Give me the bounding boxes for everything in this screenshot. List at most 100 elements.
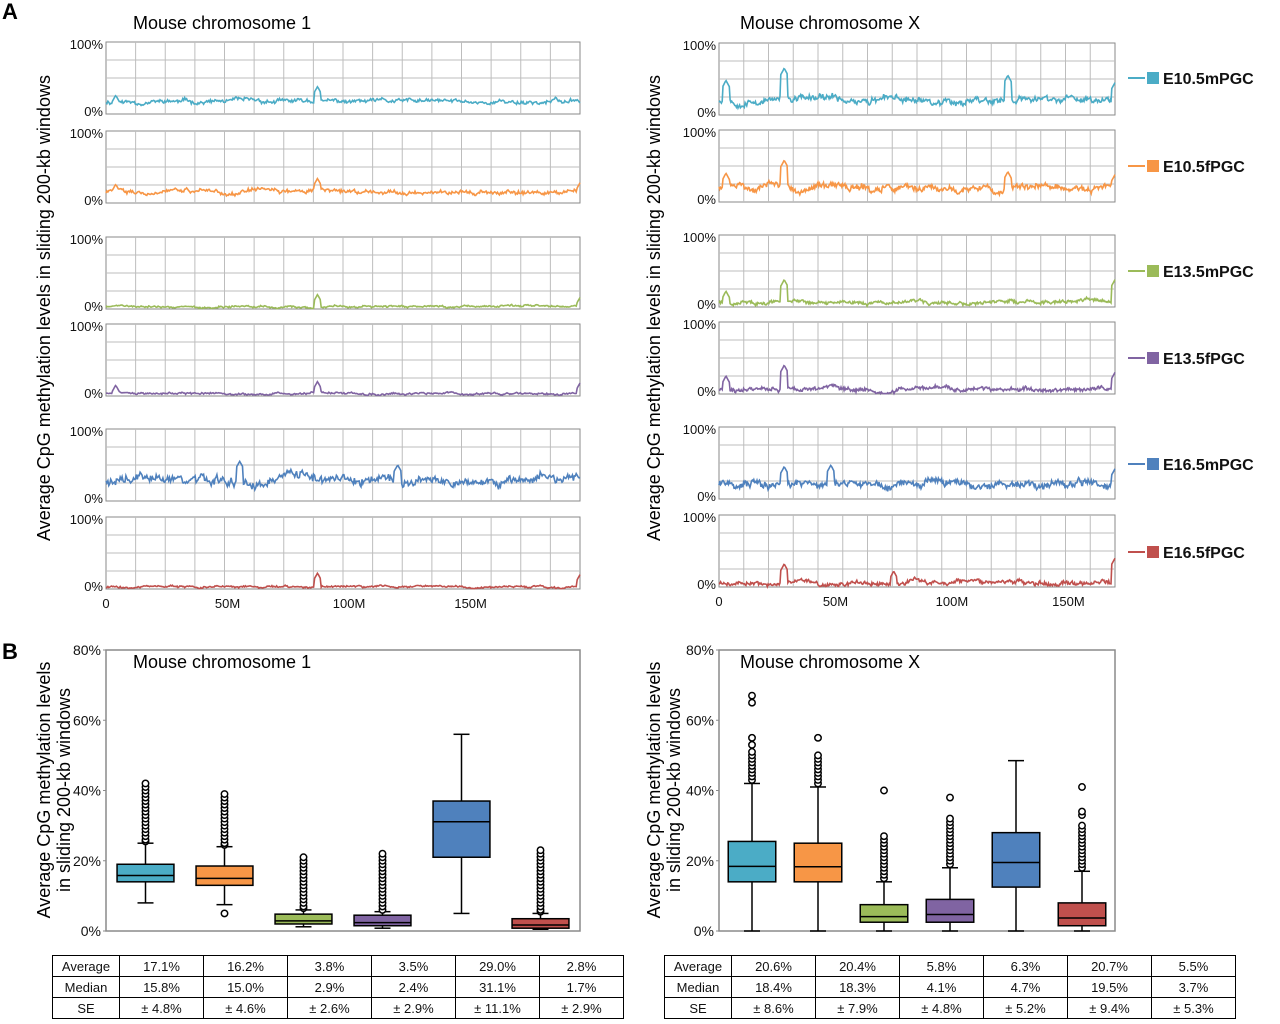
stats-table-chr1: Average 17.1% 16.2% 3.8% 3.5% 29.0% 2.8%… xyxy=(52,955,624,1019)
legend-item-E13.5mPGC: E13.5mPGC xyxy=(1128,264,1254,281)
y-axis-label-tracks-left: Average CpG methylation levels in slidin… xyxy=(34,75,54,541)
box-E10.5fPGC xyxy=(195,790,254,918)
y-tick-label: 100% xyxy=(70,512,104,527)
outlier-point xyxy=(748,740,756,749)
track-E10.5fPGC: 100% 0% xyxy=(683,125,1116,207)
x-tick-label: 0 xyxy=(715,594,722,609)
outlier-point xyxy=(220,790,229,798)
track-E16.5fPGC: 100% 0% xyxy=(70,512,581,594)
chart-title-chr1-tracks: Mouse chromosome 1 xyxy=(133,13,311,33)
box-E13.5fPGC xyxy=(353,849,412,929)
legend-label: E13.5fPGC xyxy=(1163,351,1245,368)
outlier-point xyxy=(299,853,308,862)
row-label: Average xyxy=(664,955,732,977)
y-tick-label: 40% xyxy=(73,783,101,799)
table-row-se: SE ± 8.6% ± 7.9% ± 4.8% ± 5.2% ± 9.4% ± … xyxy=(664,997,1236,1019)
outlier-point xyxy=(880,786,888,795)
series-line-E16.5mPGC xyxy=(105,459,581,493)
table-cell: 2.8% xyxy=(539,955,624,977)
table-cell: 5.5% xyxy=(1151,955,1236,977)
box-E10.5fPGC xyxy=(793,733,843,932)
y-tick-label: 100% xyxy=(70,319,104,334)
table-cell: 6.3% xyxy=(983,955,1068,977)
table-cell: ± 9.4% xyxy=(1067,997,1152,1019)
y-axis-label-box-left: Average CpG methylation levels in slidin… xyxy=(34,662,74,919)
box-E10.5mPGC xyxy=(116,779,175,904)
table-row-average: Average 17.1% 16.2% 3.8% 3.5% 29.0% 2.8% xyxy=(52,955,624,977)
chart-title-chrx-box: Mouse chromosome X xyxy=(740,652,920,672)
y-tick-label: 20% xyxy=(73,853,101,869)
box-iqr xyxy=(353,914,412,927)
track-chart-chrx: 100% 0% 100% 0% 100% 0% 100% 0% 100% 0% 100% 0% 0 50M… xyxy=(683,38,1116,609)
box-E13.5mPGC xyxy=(859,786,909,932)
panel-letter-a: A xyxy=(2,0,18,24)
y-tick-label: 100% xyxy=(683,510,717,525)
table-cell: ± 4.8% xyxy=(899,997,984,1019)
table-cell: 15.0% xyxy=(203,976,288,998)
series-line-E16.5fPGC xyxy=(718,557,1116,590)
box-iqr xyxy=(793,842,843,883)
box-iqr xyxy=(991,831,1041,888)
y-tick-label: 100% xyxy=(70,232,104,247)
table-cell: 17.1% xyxy=(119,955,204,977)
legend-swatch xyxy=(1147,352,1159,364)
legend-label: E10.5fPGC xyxy=(1163,159,1245,176)
outlier-point xyxy=(748,747,756,756)
table-row-se: SE ± 4.8% ± 4.6% ± 2.6% ± 2.9% ± 11.1% ±… xyxy=(52,997,624,1019)
plot-frame xyxy=(105,649,581,932)
series-line-E13.5mPGC xyxy=(718,279,1116,309)
table-cell: ± 8.6% xyxy=(731,997,816,1019)
plot-frame xyxy=(718,649,1116,932)
outlier-point xyxy=(141,779,150,788)
outlier-point xyxy=(748,733,756,742)
row-label: Average xyxy=(52,955,120,977)
box-E16.5fPGC xyxy=(511,846,570,930)
y-tick-label: 100% xyxy=(683,317,717,332)
y-tick-label: 0% xyxy=(697,577,716,592)
box-iqr xyxy=(274,913,333,925)
x-tick-label: 100M xyxy=(936,594,969,609)
table-cell: 3.7% xyxy=(1151,976,1236,998)
outlier-point xyxy=(748,698,756,707)
y-tick-label: 100% xyxy=(70,37,104,52)
box-E16.5mPGC xyxy=(432,733,491,915)
outlier-point xyxy=(814,733,822,742)
legend: E10.5mPGC E10.5fPGC E13.5mPGC E13.5fPGC E16.… xyxy=(1128,71,1254,562)
track-E10.5mPGC: 100% 0% xyxy=(70,37,581,119)
y-tick-label: 0% xyxy=(697,489,716,504)
series-line-E13.5fPGC xyxy=(105,380,581,397)
legend-label: E10.5mPGC xyxy=(1163,71,1254,88)
box-iqr xyxy=(925,898,975,923)
outlier-point xyxy=(814,751,822,760)
table-cell: ± 2.6% xyxy=(287,997,372,1019)
y-tick-label: 60% xyxy=(686,712,714,728)
y-axis-label-line: in sliding 200-kb windows xyxy=(664,688,684,892)
y-tick-label: 100% xyxy=(70,424,104,439)
box-iqr xyxy=(727,840,777,883)
x-tick-label: 50M xyxy=(823,594,848,609)
row-label: Median xyxy=(664,976,732,998)
table-cell: ± 11.1% xyxy=(455,997,540,1019)
row-label: SE xyxy=(52,997,120,1019)
box-E16.5fPGC xyxy=(1057,783,1107,932)
y-tick-label: 0% xyxy=(84,193,103,208)
y-axis-label-line: Average CpG methylation levels xyxy=(644,662,664,919)
table-cell: 29.0% xyxy=(455,955,540,977)
panel-letter-b: B xyxy=(2,639,18,664)
x-tick-label: 0 xyxy=(102,596,109,611)
y-tick-label: 0% xyxy=(697,384,716,399)
table-row-median: Median 15.8% 15.0% 2.9% 2.4% 31.1% 1.7% xyxy=(52,976,624,998)
track-E10.5fPGC: 100% 0% xyxy=(70,126,581,208)
legend-item-E16.5fPGC: E16.5fPGC xyxy=(1128,545,1245,562)
table-cell: 1.7% xyxy=(539,976,624,998)
x-tick-label: 50M xyxy=(215,596,240,611)
y-tick-label: 100% xyxy=(683,125,717,140)
track-E10.5mPGC: 100% 0% xyxy=(683,38,1116,120)
box-iqr xyxy=(1057,902,1107,927)
table-cell: ± 7.9% xyxy=(815,997,900,1019)
outlier-point xyxy=(1078,821,1086,830)
box-chart-chr1: 0% 20% 40% 60% 80% xyxy=(73,642,581,939)
y-tick-label: 0% xyxy=(694,923,714,939)
box-E10.5mPGC xyxy=(727,691,777,932)
